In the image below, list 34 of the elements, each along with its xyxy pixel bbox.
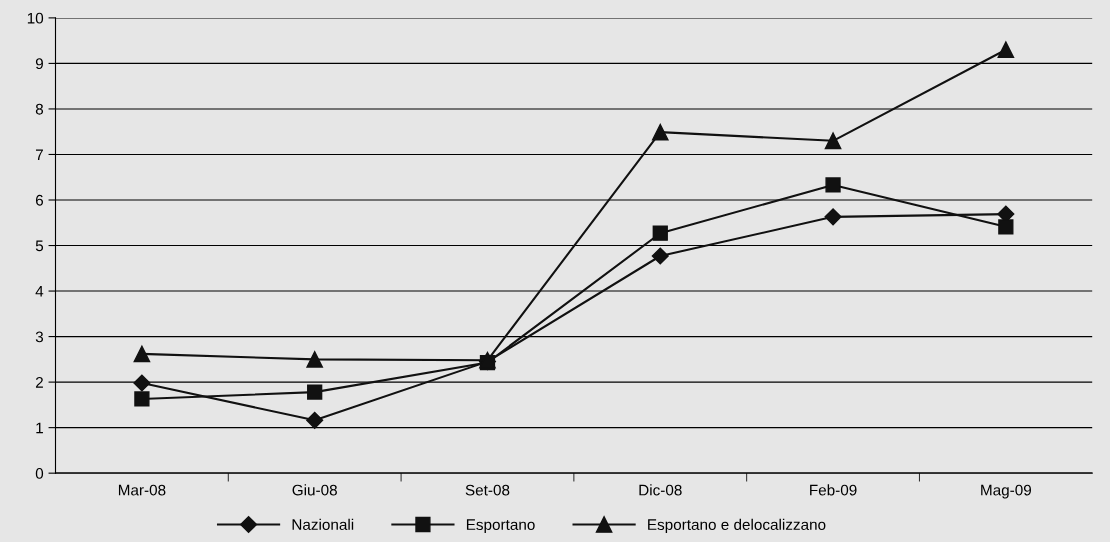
y-tick-label: 8: [35, 103, 44, 115]
y-tick-label: 2: [35, 376, 43, 388]
x-tick-label: Set-08: [465, 484, 510, 496]
point: [307, 384, 323, 400]
point: [651, 247, 669, 265]
y-tick-label: 3: [35, 331, 44, 343]
point: [306, 351, 324, 368]
y-tick-label: 7: [35, 149, 43, 161]
point: [306, 411, 324, 429]
x-tick-label: Dic-08: [639, 484, 682, 496]
point: [651, 123, 669, 141]
point: [652, 225, 668, 241]
point: [134, 391, 150, 407]
x-tick-label: Mag-09: [981, 484, 1032, 499]
point: [825, 177, 841, 193]
point: [133, 374, 151, 392]
y-tick-label: 9: [35, 58, 43, 70]
y-tick-label: 6: [35, 194, 44, 206]
y-tick-label: 1: [36, 422, 43, 434]
point: [824, 132, 842, 150]
y-tick-label: 4: [35, 286, 44, 297]
point: [997, 41, 1015, 59]
y-tick-label: 10: [27, 12, 44, 24]
y-tick-label: 0: [35, 468, 44, 479]
point: [133, 345, 151, 363]
legend-label: Esportano: [466, 519, 535, 534]
point: [998, 219, 1014, 235]
legend-label: Nazionali: [292, 518, 354, 531]
legend-label: Esportano e delocalizzano: [648, 518, 826, 534]
x-tick-label: Giu-08: [292, 484, 337, 496]
x-tick-label: Mar-08: [118, 484, 166, 496]
point: [824, 208, 842, 226]
x-tick-label: Feb-09: [810, 484, 857, 496]
y-tick-label: 5: [35, 240, 44, 252]
